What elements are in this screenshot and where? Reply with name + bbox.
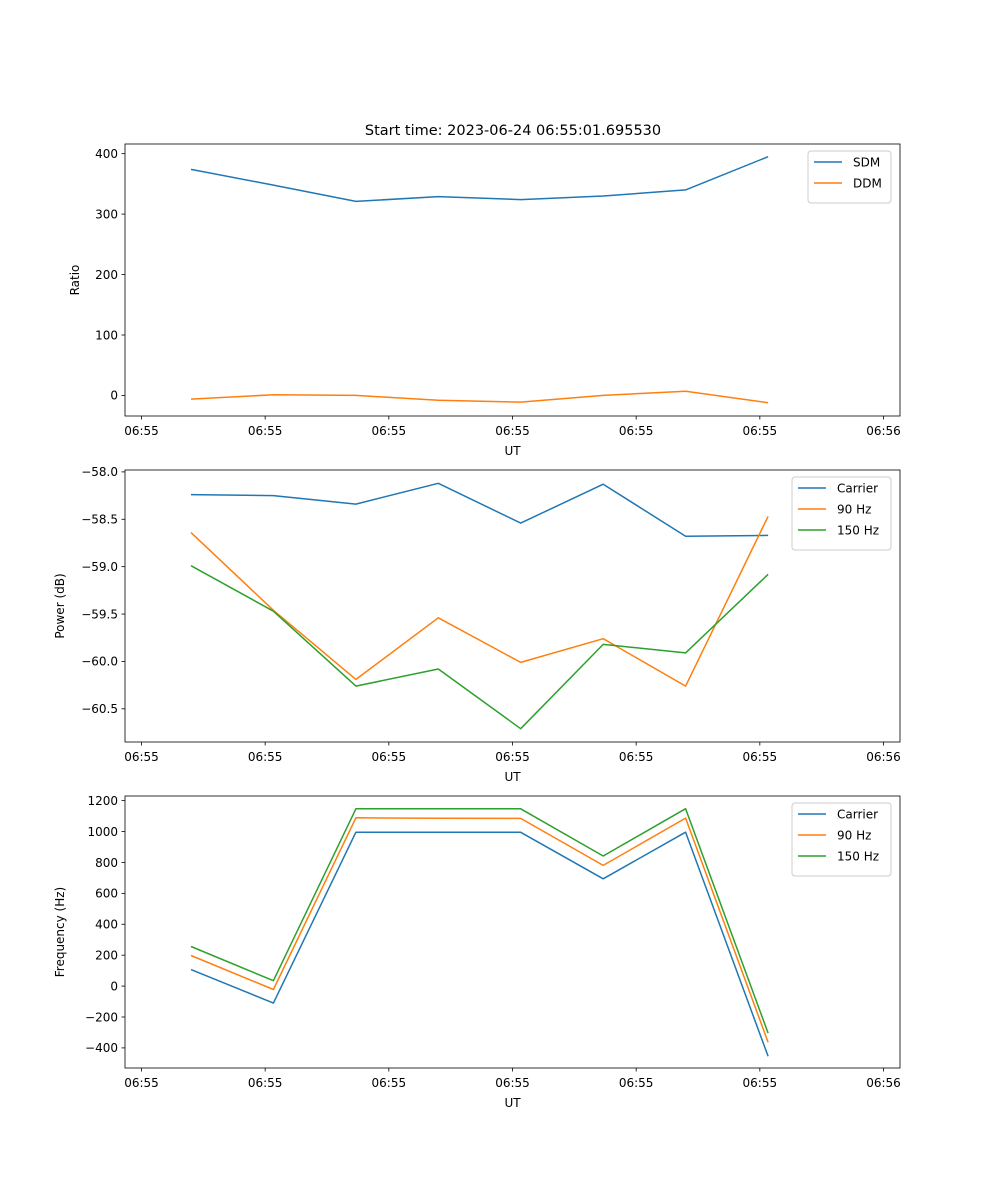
series-line-ddm — [190, 390, 769, 404]
x-axis-label: UT — [504, 1096, 521, 1110]
x-tick-label: 06:55 — [124, 424, 159, 438]
x-tick-label: 06:55 — [124, 1076, 159, 1090]
legend: Carrier 90 Hz 150 Hz — [791, 476, 892, 551]
x-tick-label: 06:56 — [866, 750, 901, 764]
x-axis-label: UT — [504, 444, 521, 458]
x-tick-label: 06:56 — [866, 424, 901, 438]
series-line-sdm — [190, 156, 769, 203]
legend-box — [791, 802, 892, 877]
legend-label: 150 Hz — [837, 849, 879, 863]
x-tick-label: 06:55 — [372, 424, 407, 438]
x-tick-label: 06:55 — [743, 1076, 778, 1090]
y-tick-label: 400 — [95, 918, 118, 932]
y-tick-label: 0 — [110, 389, 118, 403]
chart-title: Start time: 2023-06-24 06:55:01.695530 — [365, 123, 661, 139]
panel-3: 06:55 06:55 06:55 06:55 06:55 06:55 06:56 −400 −… — [53, 794, 901, 1110]
y-tick-label: 400 — [95, 147, 118, 161]
x-tick-label: 06:55 — [248, 750, 283, 764]
x-tick-label: 06:55 — [495, 1076, 530, 1090]
legend: Carrier 90 Hz 150 Hz — [791, 802, 892, 877]
panels: 06:55 06:55 06:55 06:55 06:55 06:55 06:56 0 100 2… — [53, 143, 901, 1110]
panel-1: 06:55 06:55 06:55 06:55 06:55 06:55 06:56 0 100 2… — [68, 143, 901, 458]
y-tick-label: 1200 — [87, 794, 118, 808]
legend-box — [807, 150, 892, 204]
x-tick-label: 06:55 — [248, 1076, 283, 1090]
x-tick-label: 06:55 — [619, 1076, 654, 1090]
x-tick-label: 06:55 — [372, 750, 407, 764]
series-line-90-hz — [190, 516, 769, 687]
y-tick-label: 600 — [95, 887, 118, 901]
axes-frame — [124, 469, 901, 743]
y-tick-label: 200 — [95, 948, 118, 962]
y-tick-label: −58.0 — [81, 465, 118, 479]
legend: SDM DDM — [807, 150, 892, 204]
y-tick-label: −200 — [85, 1010, 118, 1024]
x-axis-label: UT — [504, 770, 521, 784]
legend-label: Carrier — [837, 481, 878, 495]
x-tick-label: 06:55 — [743, 750, 778, 764]
series-line-150-hz — [190, 565, 769, 730]
y-tick-label: −58.5 — [81, 513, 118, 527]
x-tick-label: 06:55 — [743, 424, 778, 438]
legend-label: Carrier — [837, 807, 878, 821]
y-tick-label: −60.5 — [81, 702, 118, 716]
y-axis-label: Frequency (Hz) — [53, 887, 67, 978]
series-line-150-hz — [190, 807, 769, 1034]
y-tick-label: 800 — [95, 856, 118, 870]
legend-box — [791, 476, 892, 551]
x-tick-label: 06:55 — [619, 424, 654, 438]
series-line-carrier — [190, 831, 769, 1057]
legend-label: 90 Hz — [837, 828, 871, 842]
legend-label: SDM — [853, 155, 880, 169]
y-tick-label: 100 — [95, 328, 118, 342]
y-tick-label: −60.0 — [81, 655, 118, 669]
x-tick-label: 06:55 — [372, 1076, 407, 1090]
x-tick-label: 06:55 — [248, 424, 283, 438]
series-line-carrier — [190, 482, 769, 538]
x-tick-label: 06:56 — [866, 1076, 901, 1090]
y-tick-label: −400 — [85, 1041, 118, 1055]
axes-frame — [124, 143, 901, 417]
y-tick-label: −59.5 — [81, 607, 118, 621]
y-tick-label: 300 — [95, 207, 118, 221]
x-tick-label: 06:55 — [495, 424, 530, 438]
legend-label: 150 Hz — [837, 523, 879, 537]
y-tick-label: 1000 — [87, 825, 118, 839]
y-axis-label: Power (dB) — [53, 573, 67, 638]
y-axis-label: Ratio — [68, 265, 82, 296]
legend-label: DDM — [853, 176, 882, 190]
y-tick-label: −59.0 — [81, 560, 118, 574]
y-tick-label: 0 — [110, 979, 118, 993]
axes-frame — [124, 795, 901, 1069]
x-tick-label: 06:55 — [619, 750, 654, 764]
x-tick-label: 06:55 — [495, 750, 530, 764]
panel-2: 06:55 06:55 06:55 06:55 06:55 06:55 06:56 −60.5… — [53, 465, 901, 784]
legend-label: 90 Hz — [837, 502, 871, 516]
series-line-90-hz — [190, 817, 769, 1043]
y-tick-label: 200 — [95, 268, 118, 282]
x-tick-label: 06:55 — [124, 750, 159, 764]
